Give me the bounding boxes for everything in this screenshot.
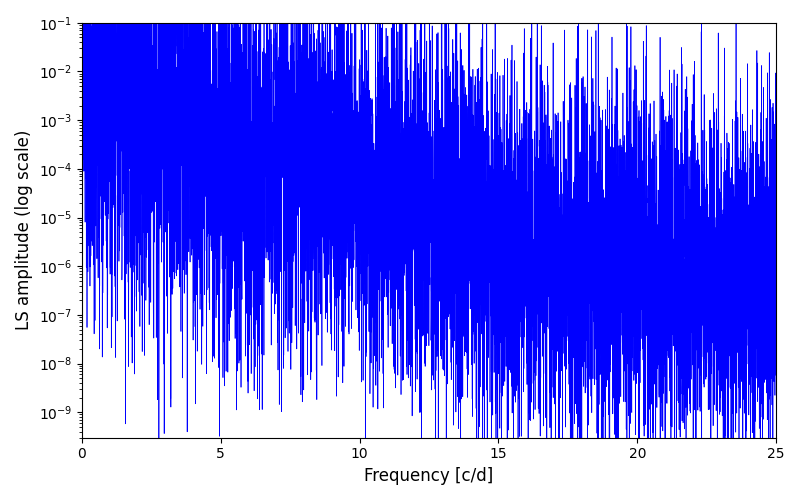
- X-axis label: Frequency [c/d]: Frequency [c/d]: [364, 467, 494, 485]
- Y-axis label: LS amplitude (log scale): LS amplitude (log scale): [15, 130, 33, 330]
